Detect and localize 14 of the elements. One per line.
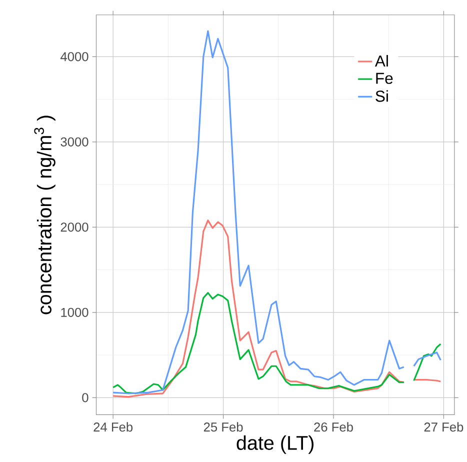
y-axis-title: concentration ( ng/m$^{3}$ ) — [34, 116, 56, 314]
y-tick-label: 4000 — [60, 52, 88, 62]
legend-label: Fe — [376, 72, 393, 84]
y-tick-label: 2000 — [60, 222, 88, 232]
y-tick-label: 1000 — [61, 308, 88, 317]
x-tick-label: 25 Feb — [204, 422, 243, 432]
x-tick-label: 27 Feb — [424, 422, 464, 432]
y-tick-label: 0 — [82, 392, 88, 402]
y-tick-label: 3000 — [60, 137, 88, 146]
legend-label: Al — [374, 54, 388, 66]
legend-label: Si — [376, 90, 388, 102]
x-tick-label: 24 Feb — [94, 422, 133, 432]
x-tick-label: 26 Feb — [314, 422, 353, 432]
x-axis-title: date (LT) — [236, 435, 314, 454]
